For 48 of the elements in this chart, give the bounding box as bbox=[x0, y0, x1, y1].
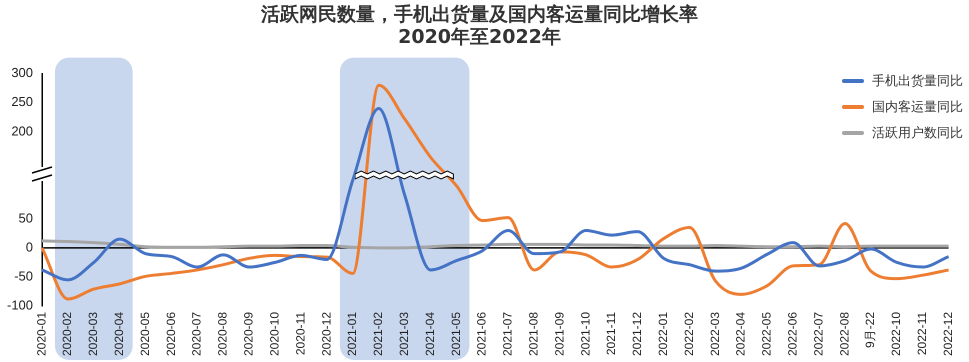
x-tick-label: 2022-10 bbox=[889, 312, 904, 356]
x-tick-label: 2020-11 bbox=[293, 312, 308, 356]
x-tick-label: 2021-06 bbox=[474, 312, 489, 356]
x-tick-label: 2022-06 bbox=[786, 312, 800, 356]
x-tick-label: 2022-11 bbox=[915, 312, 930, 356]
y-tick-label: 50 bbox=[18, 210, 34, 226]
x-tick-label: 2020-08 bbox=[216, 312, 230, 356]
line-series bbox=[40, 239, 950, 250]
x-tick-label: 9月-22 bbox=[863, 312, 878, 348]
y-tick-label: 0 bbox=[26, 239, 34, 254]
x-tick-label: 2020-01 bbox=[34, 312, 48, 356]
x-tick-label: 2020-06 bbox=[164, 312, 178, 356]
x-tick-label: 2022-04 bbox=[734, 312, 748, 356]
legend-label: 活跃用户数同比 bbox=[872, 125, 963, 142]
x-tick-label: 2020-09 bbox=[242, 312, 256, 356]
x-tick-label: 2022-08 bbox=[837, 312, 852, 356]
x-tick-label: 2021-10 bbox=[578, 312, 592, 356]
x-tick-label: 2020-04 bbox=[112, 312, 126, 356]
x-tick-label: 2020-07 bbox=[190, 312, 204, 356]
x-tick-label: 2021-05 bbox=[448, 312, 463, 356]
x-tick-label: 2021-08 bbox=[526, 312, 540, 356]
y-tick-label: -50 bbox=[14, 268, 34, 284]
x-tick-label: 2020-10 bbox=[267, 312, 282, 356]
x-tick-label: 2020-02 bbox=[60, 312, 74, 356]
x-tick-label: 2020-12 bbox=[319, 312, 334, 356]
x-tick-label: 2021-01 bbox=[345, 312, 360, 356]
y-tick-label: 250 bbox=[11, 94, 34, 110]
legend-label: 国内客运量同比 bbox=[872, 99, 963, 116]
x-tick-label: 2021-07 bbox=[500, 312, 515, 356]
legend-label: 手机出货量同比 bbox=[872, 73, 963, 90]
x-tick-label: 2021-02 bbox=[371, 312, 386, 356]
x-tick-label: 2022-02 bbox=[682, 312, 696, 356]
x-tick-label: 2022-12 bbox=[940, 312, 955, 356]
x-tick-label: 2022-03 bbox=[708, 312, 722, 356]
x-tick-label: 2021-11 bbox=[604, 312, 618, 356]
x-tick-label: 2020-03 bbox=[86, 312, 100, 356]
x-tick-label: 2021-12 bbox=[630, 312, 644, 356]
x-tick-label: 2022-01 bbox=[656, 312, 670, 356]
x-tick-label: 2022-07 bbox=[811, 312, 826, 356]
x-tick-label: 2021-09 bbox=[552, 312, 566, 356]
chart-title: 活跃网民数量，手机出货量及国内客运量同比增长率 2020年至2022年 bbox=[260, 3, 698, 48]
x-tick-label: 2021-03 bbox=[396, 312, 411, 356]
x-tick-label: 2022-05 bbox=[760, 312, 774, 356]
y-tick-label: -100 bbox=[6, 298, 34, 313]
x-tick-label: 2021-04 bbox=[422, 312, 437, 356]
y-tick-label: 200 bbox=[11, 123, 34, 138]
y-tick-label: 300 bbox=[11, 65, 34, 80]
x-tick-label: 2020-05 bbox=[138, 312, 152, 356]
